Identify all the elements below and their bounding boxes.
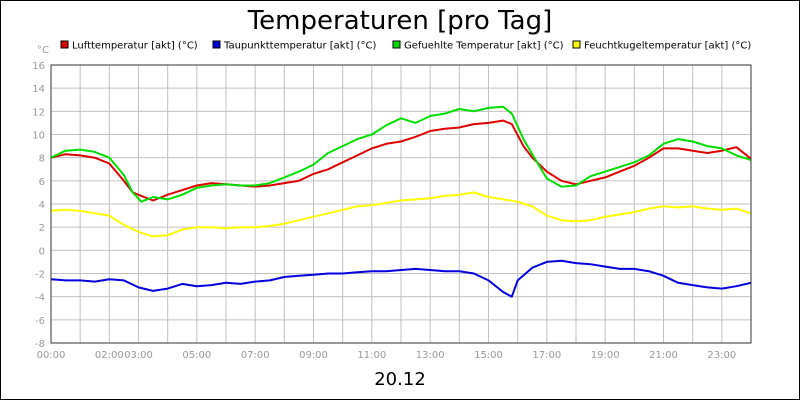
y-tick-label: -8 xyxy=(35,339,45,350)
x-tick-label: 13:00 xyxy=(416,350,445,361)
x-tick-label: 23:00 xyxy=(707,350,736,361)
legend-swatch xyxy=(212,40,221,49)
x-tick-label: 11:00 xyxy=(357,350,386,361)
y-tick-label: 0 xyxy=(39,246,45,257)
y-tick-label: 16 xyxy=(32,61,45,72)
y-tick-label: 8 xyxy=(39,154,45,165)
legend-label: Taupunkttemperatur [akt] (°C) xyxy=(223,41,376,52)
plot-frame xyxy=(50,64,752,344)
y-tick-label: -4 xyxy=(35,293,45,304)
y-tick-label: 12 xyxy=(32,107,45,118)
x-tick-label: 19:00 xyxy=(591,350,620,361)
legend-label: Gefuehlte Temperatur [akt] (°C) xyxy=(404,41,564,52)
y-tick-label: 14 xyxy=(32,84,45,95)
legend-label: Lufttemperatur [akt] (°C) xyxy=(72,41,198,52)
y-tick-label: 10 xyxy=(32,131,45,142)
x-tick-label: 17:00 xyxy=(532,350,561,361)
grid xyxy=(50,64,752,344)
legend-swatch xyxy=(572,40,581,49)
y-axis-unit: °C xyxy=(37,45,49,56)
x-tick-label: 21:00 xyxy=(649,350,678,361)
legend-swatch xyxy=(60,40,69,49)
y-tick-label: 6 xyxy=(39,177,45,188)
series-line-3 xyxy=(50,191,752,238)
legend: Lufttemperatur [akt] (°C) Taupunkttempera… xyxy=(60,40,751,52)
legend-swatch xyxy=(392,40,401,49)
y-tick-label: -6 xyxy=(35,316,45,327)
date-label: 20.12 xyxy=(374,369,426,390)
y-tick-label: 2 xyxy=(39,223,45,234)
x-axis-ticks: 00:00 02:00 03:00 05:00 07:00 09:00 11:00 13:00… xyxy=(37,350,737,361)
legend-label: Feuchtkugeltemperatur [akt] (°C) xyxy=(584,41,751,52)
x-tick-label: 15:00 xyxy=(474,350,503,361)
series-line-1 xyxy=(50,259,752,298)
y-axis-ticks: -8 -6 -4 -2 0 2 4 6 8 10 12 14 16 xyxy=(32,61,45,350)
chart-title: Temperaturen [pro Tag] xyxy=(247,6,553,36)
y-tick-label: 4 xyxy=(39,200,45,211)
x-tick-label: 05:00 xyxy=(182,350,211,361)
x-tick-label: 02:00 xyxy=(95,350,124,361)
x-tick-label: 00:00 xyxy=(37,350,66,361)
series-group xyxy=(50,105,752,298)
x-tick-label: 07:00 xyxy=(241,350,270,361)
y-tick-label: -2 xyxy=(35,270,45,281)
x-tick-label: 03:00 xyxy=(124,350,153,361)
x-tick-label: 09:00 xyxy=(299,350,328,361)
series-line-2 xyxy=(50,105,752,203)
